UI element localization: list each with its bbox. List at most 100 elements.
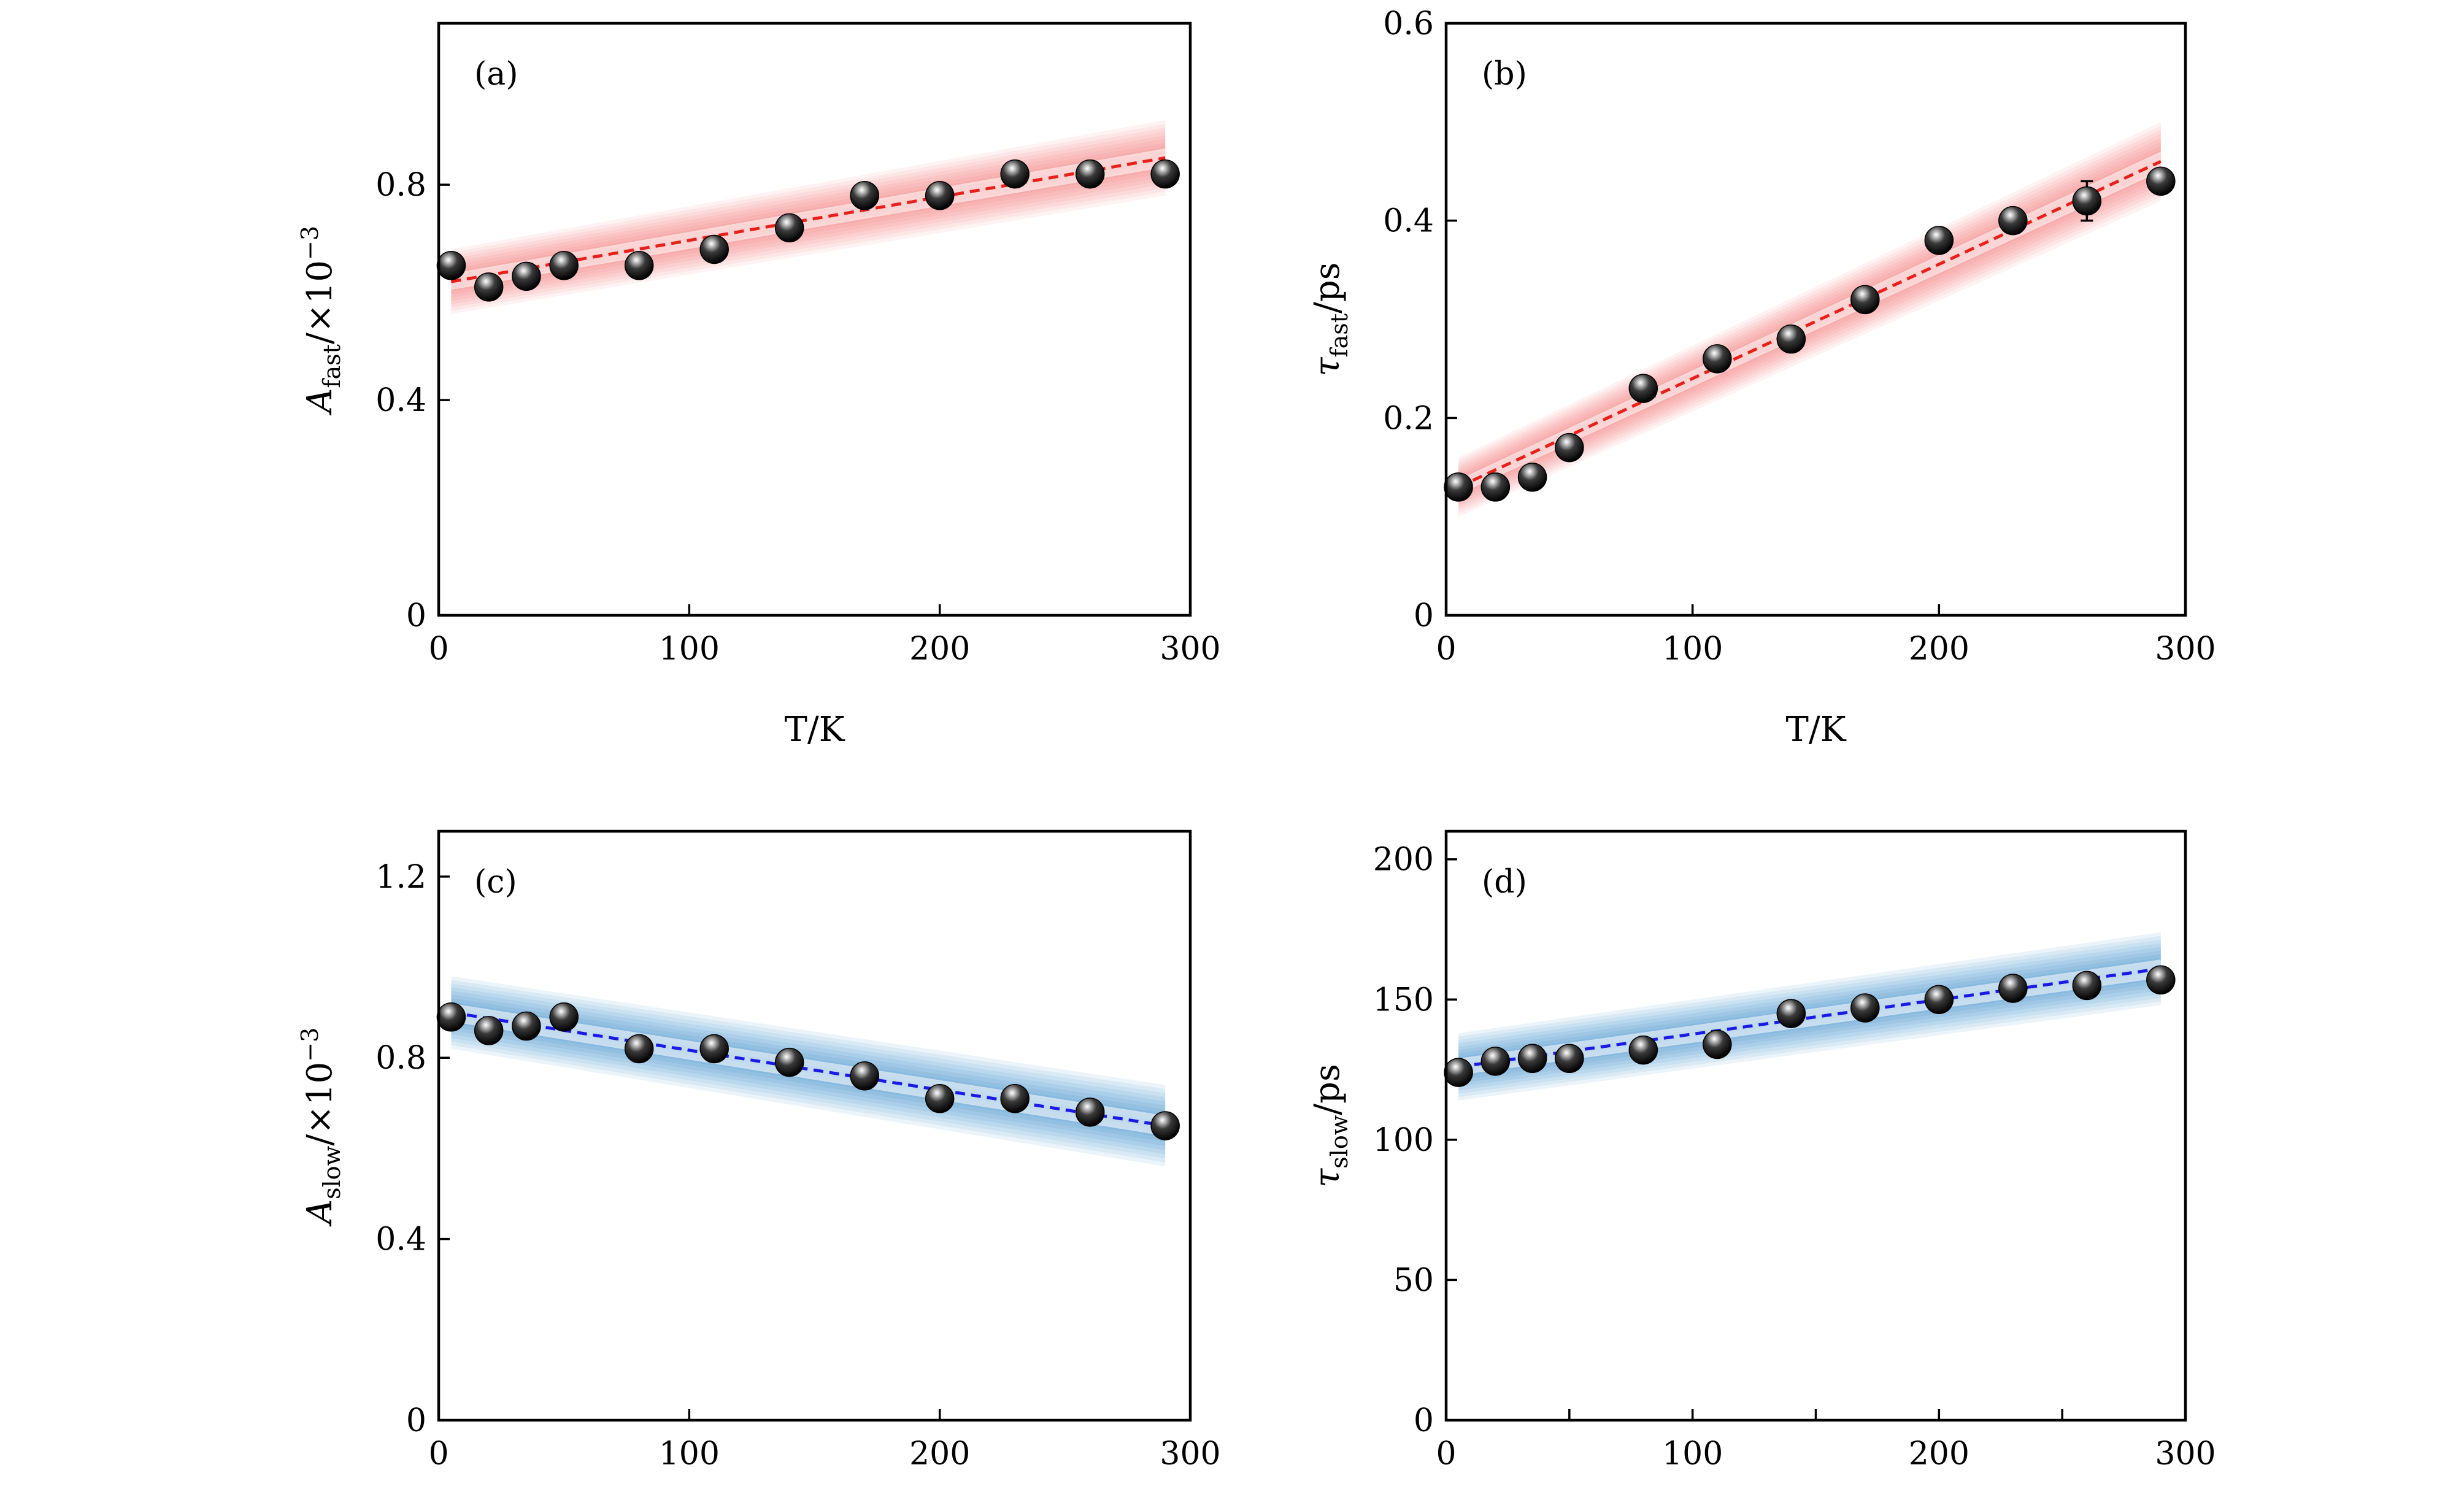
fit-line bbox=[1458, 160, 2162, 489]
data-point bbox=[774, 213, 804, 243]
y-tick-label: 0 bbox=[406, 1402, 426, 1439]
confidence-band bbox=[451, 976, 1166, 1167]
data-point bbox=[1776, 999, 1806, 1028]
data-marker bbox=[1776, 999, 1806, 1028]
data-marker bbox=[1075, 1098, 1105, 1127]
chart-panel-1: 0 100 200 300 0 0.4 0.8 (a) T/K Afast/×10−3 bbox=[296, 21, 1221, 750]
data-marker bbox=[1000, 159, 1030, 189]
x-tick-label: 100 bbox=[659, 631, 720, 667]
data-point bbox=[1628, 374, 1658, 403]
data-point bbox=[850, 1061, 879, 1091]
data-marker bbox=[1444, 472, 1473, 502]
y-tick-label: 0.4 bbox=[375, 382, 426, 419]
data-point bbox=[1150, 159, 1180, 189]
y-tick-label: 0.6 bbox=[1383, 6, 1434, 42]
chart-panel-2: 0 100 200 300 0 0.2 0.4 0.6 (b) T/K τfast/ps bbox=[1307, 6, 2216, 750]
data-marker bbox=[2146, 166, 2176, 196]
data-marker bbox=[1628, 374, 1658, 403]
data-marker bbox=[1703, 344, 1732, 374]
data-marker bbox=[436, 251, 466, 280]
data-marker bbox=[699, 1034, 729, 1064]
data-marker bbox=[624, 1034, 654, 1064]
data-marker bbox=[549, 251, 579, 280]
x-tick-label: 0 bbox=[428, 631, 449, 667]
data-point bbox=[1480, 1047, 1511, 1076]
data-point bbox=[2146, 166, 2176, 196]
data-point bbox=[1850, 285, 1880, 315]
data-marker bbox=[1703, 1029, 1732, 1059]
data-point bbox=[549, 1002, 579, 1032]
y-tick-label: 0.4 bbox=[375, 1221, 426, 1258]
axes-frame bbox=[1444, 21, 2187, 617]
data-point bbox=[1444, 472, 1473, 502]
data-point bbox=[624, 251, 654, 280]
panel-label: (c) bbox=[474, 864, 517, 901]
data-point bbox=[1517, 1044, 1547, 1074]
confidence-band-core bbox=[451, 1003, 1166, 1136]
y-tick-label: 200 bbox=[1373, 842, 1434, 879]
data-marker bbox=[1924, 985, 1954, 1015]
data-point bbox=[2146, 965, 2176, 995]
x-tick-label: 100 bbox=[1662, 631, 1723, 667]
x-tick-label: 0 bbox=[1436, 631, 1456, 667]
data-point bbox=[1924, 985, 1954, 1015]
data-point bbox=[1150, 1111, 1180, 1140]
y-tick-label: 0.8 bbox=[375, 1040, 426, 1077]
x-tick-label: 200 bbox=[909, 1436, 970, 1472]
data-point bbox=[1998, 974, 2028, 1003]
y-tick-label: 0.8 bbox=[375, 167, 426, 204]
data-point bbox=[1517, 463, 1547, 492]
data-marker bbox=[1998, 974, 2028, 1003]
data-marker bbox=[1924, 226, 1954, 255]
x-tick-label: 0 bbox=[428, 1436, 449, 1472]
data-point bbox=[512, 1011, 541, 1041]
y-axis-label: Afast/×10−3 bbox=[296, 226, 345, 416]
y-tick-label: 50 bbox=[1393, 1262, 1434, 1299]
data-marker bbox=[1480, 472, 1511, 502]
y-tick-label: 0.2 bbox=[1383, 400, 1434, 437]
y-tick-label: 150 bbox=[1373, 982, 1434, 1018]
data-marker bbox=[624, 251, 654, 280]
data-point bbox=[474, 272, 504, 302]
data-marker bbox=[1998, 206, 2028, 236]
data-marker bbox=[1444, 1058, 1473, 1087]
axes-frame bbox=[1444, 829, 2187, 1422]
panel-label: (d) bbox=[1482, 864, 1527, 901]
axes-frame bbox=[437, 21, 1192, 617]
data-marker bbox=[1075, 159, 1105, 189]
data-marker bbox=[699, 234, 729, 264]
data-point bbox=[1075, 1098, 1105, 1127]
data-marker bbox=[1480, 1047, 1511, 1076]
data-marker bbox=[774, 1047, 804, 1077]
data-marker bbox=[2072, 186, 2102, 216]
data-point bbox=[1703, 344, 1732, 374]
confidence-band bbox=[451, 120, 1166, 314]
data-point bbox=[925, 1083, 955, 1113]
y-tick-label: 0.4 bbox=[1383, 203, 1434, 240]
y-tick-label: 0 bbox=[406, 598, 426, 634]
panel-label: (b) bbox=[1482, 56, 1527, 93]
data-point bbox=[1000, 1083, 1030, 1113]
data-point bbox=[850, 180, 879, 210]
data-marker bbox=[436, 1002, 466, 1032]
x-tick-label: 200 bbox=[1909, 1436, 1969, 1472]
data-marker bbox=[474, 272, 504, 302]
y-axis-label: τfast/ps bbox=[1307, 263, 1353, 377]
x-tick-label: 0 bbox=[1436, 1436, 1456, 1472]
data-point bbox=[1075, 159, 1105, 189]
y-axis-label: Aslow/×10−3 bbox=[296, 1028, 345, 1228]
data-marker bbox=[850, 1061, 879, 1091]
data-marker bbox=[1776, 324, 1806, 354]
x-axis-label: T/K bbox=[784, 710, 845, 750]
data-point bbox=[1555, 1044, 1584, 1074]
data-point bbox=[2072, 971, 2102, 1001]
data-point bbox=[1998, 206, 2028, 236]
y-axis-label: τslow/ps bbox=[1307, 1064, 1353, 1188]
x-tick-label: 300 bbox=[2155, 1436, 2216, 1472]
fit-line bbox=[451, 1010, 1166, 1128]
data-point bbox=[1628, 1035, 1658, 1065]
x-tick-label: 200 bbox=[909, 631, 970, 667]
